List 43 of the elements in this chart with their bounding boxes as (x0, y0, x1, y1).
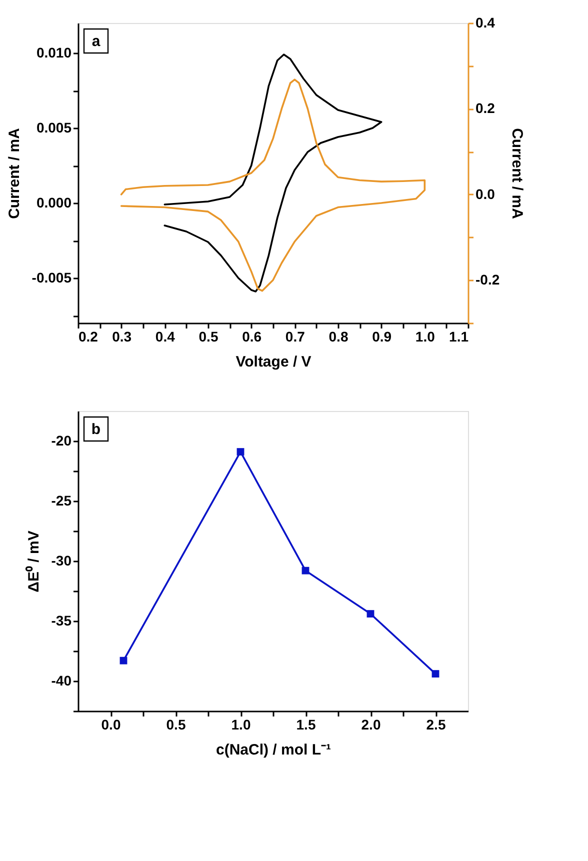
x-tick-label: 0.4 (155, 328, 176, 344)
y2-tick-label: 0.0 (476, 186, 496, 202)
x-tick-label: 2.5 (426, 716, 446, 732)
line-series (164, 54, 382, 292)
x-tick-label: 1.1 (449, 328, 469, 344)
x-tick-label: 0.5 (198, 328, 218, 344)
x-tick-label: 0.9 (372, 328, 392, 344)
y-tick-label: 0.005 (36, 120, 72, 136)
y-tick-label: -30 (51, 552, 72, 568)
x-tick-label: 0.6 (242, 328, 262, 344)
annotation: b (91, 421, 101, 438)
point (120, 656, 128, 664)
point (432, 670, 440, 678)
y-tick-label: -0.005 (32, 270, 72, 286)
y-tick-label: -40 (51, 672, 72, 688)
point (302, 566, 310, 574)
x-tick-label: 0.3 (112, 328, 132, 344)
x-tick-label: 1.5 (296, 716, 316, 732)
line-series (120, 78, 426, 292)
x-tick-label: 1.0 (231, 716, 251, 732)
x-tick-label: 1.0 (415, 328, 436, 344)
y2-tick-label: 0.2 (476, 100, 496, 116)
y-axis-title: Current / mA (6, 128, 23, 219)
x-axis-title: c(NaCl) / mol L⁻¹ (216, 742, 332, 758)
x-tick-label: 0.0 (101, 716, 121, 732)
y-tick-label: 0.010 (36, 44, 72, 60)
x-tick-label: 0.2 (78, 328, 98, 344)
point (236, 448, 244, 456)
y-axis-title: ΔE⁰ / mV (24, 530, 42, 592)
y2-axis-title: Current / mA (508, 128, 526, 220)
x-tick-label: 0.8 (328, 328, 348, 344)
x-axis-title: Voltage / V (236, 354, 312, 370)
y-tick-label: -35 (51, 612, 72, 628)
y-tick-label: -25 (51, 492, 72, 508)
x-tick-label: 2.0 (361, 716, 381, 732)
y-tick-label: 0.000 (36, 194, 72, 210)
y2-tick-label: 0.4 (476, 14, 496, 30)
y-tick-label: -20 (51, 432, 72, 448)
x-tick-label: 0.5 (166, 716, 186, 732)
annotation: a (92, 33, 101, 50)
point (366, 610, 374, 618)
x-tick-label: 0.7 (285, 328, 306, 344)
y2-tick-label: -0.2 (476, 272, 500, 288)
